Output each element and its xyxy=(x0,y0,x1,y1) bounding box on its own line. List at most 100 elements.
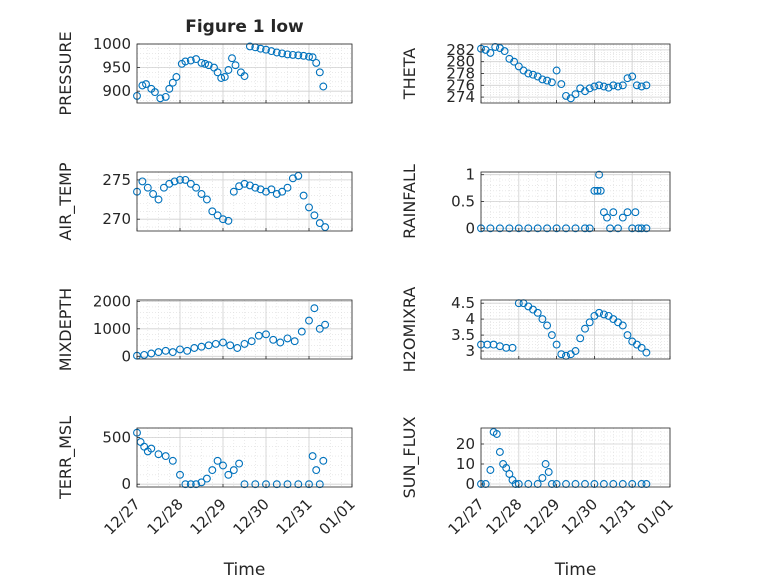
terr-msl-point xyxy=(312,466,321,475)
terr-msl-point xyxy=(272,480,281,489)
terr-msl-xtick-label: 01/01 xyxy=(316,495,359,538)
h2omixra-point xyxy=(576,334,585,343)
terr-msl-point xyxy=(176,470,184,479)
theta-point xyxy=(609,81,618,90)
air-temp-point xyxy=(272,190,281,198)
terr-msl-ylabel: TERR_MSL xyxy=(56,416,76,500)
h2omixra-point xyxy=(538,315,547,324)
sun-flux-point xyxy=(505,470,514,478)
sun-flux-ytick-label: 20 xyxy=(456,435,475,453)
pressure-point xyxy=(181,57,190,66)
terr-msl-point xyxy=(229,466,238,475)
theta-point xyxy=(637,82,646,91)
theta-point xyxy=(529,70,537,79)
pressure-point xyxy=(168,78,177,87)
pressure-point xyxy=(161,92,170,101)
rainfall-ylabel: RAINFALL xyxy=(400,164,419,239)
theta-point xyxy=(628,72,637,81)
mixdepth-point xyxy=(154,348,163,357)
theta-ylabel: THETA xyxy=(400,48,419,100)
pressure-axes-box xyxy=(136,43,353,104)
rainfall-point xyxy=(514,224,523,233)
sun-flux-ylabel: SUN_FLUX xyxy=(400,417,420,499)
h2omixra-axes-box xyxy=(480,299,671,360)
theta-ytick-label: 280 xyxy=(446,53,475,71)
h2omixra-ytick-label: 3.5 xyxy=(451,326,475,344)
mixdepth-point xyxy=(269,335,278,344)
pressure-point xyxy=(228,54,236,63)
air-temp-point xyxy=(149,190,158,198)
terr-msl-xtick-label: 12/31 xyxy=(273,495,316,538)
mixdepth-point xyxy=(240,339,249,348)
terr-msl-point xyxy=(283,480,292,489)
terr-msl-point xyxy=(251,480,260,489)
rainfall-point xyxy=(505,224,514,233)
pressure-point xyxy=(165,84,174,93)
mixdepth-point xyxy=(168,348,177,357)
sun-flux-xtick-label: 12/28 xyxy=(482,495,525,538)
terr-msl-point xyxy=(308,452,317,461)
pressure-point xyxy=(156,94,165,103)
pressure-point xyxy=(142,80,150,89)
rainfall-point xyxy=(631,208,640,217)
mixdepth-point xyxy=(211,339,220,348)
mixdepth-ytick-label: 2000 xyxy=(93,292,131,310)
sun-flux-point xyxy=(492,430,501,438)
rainfall-point xyxy=(524,224,533,233)
mixdepth-point xyxy=(254,331,263,340)
mixdepth-point xyxy=(315,324,324,333)
h2omixra-point xyxy=(581,324,589,333)
air-temp-point xyxy=(186,179,195,188)
air-temp-point xyxy=(192,183,201,192)
terr-msl-point xyxy=(213,456,222,465)
pressure-ylabel: PRESSURE xyxy=(56,31,75,115)
theta-point xyxy=(632,81,641,90)
terr-msl-point xyxy=(294,480,303,489)
sun-flux-point xyxy=(538,474,547,482)
pressure-title: Figure 1 low xyxy=(185,17,304,37)
pressure-point xyxy=(315,68,324,77)
terr-msl-point xyxy=(219,461,227,470)
rainfall-point xyxy=(623,208,632,217)
air-temp-point xyxy=(159,183,168,192)
pressure-point xyxy=(256,44,265,53)
terr-msl-point xyxy=(315,480,324,489)
terr-msl-point xyxy=(147,444,156,453)
terr-msl-point xyxy=(319,456,328,465)
air-temp-point xyxy=(208,207,217,216)
h2omixra-point xyxy=(618,321,627,330)
air-temp-point xyxy=(305,203,313,212)
mixdepth-ytick-label: 0 xyxy=(121,347,131,365)
rainfall-point xyxy=(486,224,495,233)
rainfall-point xyxy=(543,224,552,233)
terr-msl-xlabel: Time xyxy=(223,560,266,580)
h2omixra-point xyxy=(599,310,608,319)
pressure-point xyxy=(319,82,328,91)
terr-msl-point xyxy=(168,456,177,465)
theta-point xyxy=(562,91,570,100)
pressure-point xyxy=(308,53,317,62)
rainfall-point xyxy=(552,224,561,233)
theta-point xyxy=(618,81,627,90)
rainfall-point xyxy=(595,170,604,179)
terr-msl-point xyxy=(202,474,211,483)
rainfall-point xyxy=(634,224,643,233)
sun-flux-point xyxy=(541,460,550,468)
mixdepth-point xyxy=(204,341,213,350)
terr-msl-point xyxy=(154,450,163,459)
mixdepth-axes-box xyxy=(136,299,353,360)
rainfall-point xyxy=(637,224,646,233)
h2omixra-ytick-label: 4.5 xyxy=(451,294,475,312)
h2omixra-ytick-label: 4 xyxy=(465,310,475,328)
air-temp-point xyxy=(170,177,179,186)
h2omixra-point xyxy=(595,308,604,317)
air-temp-point xyxy=(197,190,206,198)
terr-msl-xtick-label: 12/29 xyxy=(187,495,230,538)
air-temp-ytick-label: 275 xyxy=(102,171,131,189)
terr-msl-point xyxy=(197,478,206,487)
theta-ytick-label: 278 xyxy=(446,65,475,83)
theta-point xyxy=(566,94,575,103)
pressure-point xyxy=(138,81,147,90)
air-temp-point xyxy=(154,195,163,204)
